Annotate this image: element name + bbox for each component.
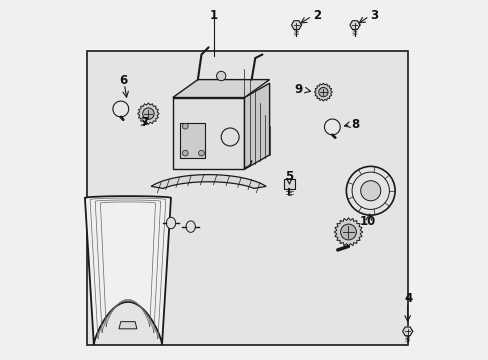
Polygon shape (314, 83, 332, 101)
Polygon shape (333, 218, 362, 246)
Text: 7: 7 (140, 116, 148, 129)
Circle shape (198, 150, 204, 156)
Circle shape (340, 224, 356, 240)
Text: 9: 9 (294, 83, 302, 96)
Circle shape (142, 108, 154, 120)
Polygon shape (172, 98, 244, 169)
Bar (180, 123, 204, 158)
Text: 3: 3 (369, 9, 377, 22)
Text: 1: 1 (209, 9, 218, 22)
Circle shape (360, 181, 380, 201)
Bar (86, 51, 407, 345)
Polygon shape (244, 83, 269, 169)
Polygon shape (85, 196, 171, 345)
Polygon shape (119, 321, 137, 329)
Polygon shape (349, 21, 359, 30)
Polygon shape (166, 217, 175, 229)
Polygon shape (402, 327, 412, 336)
Polygon shape (151, 175, 265, 188)
Polygon shape (186, 221, 195, 232)
Polygon shape (172, 80, 269, 98)
Text: 5: 5 (285, 170, 292, 183)
Circle shape (182, 150, 188, 156)
Circle shape (318, 87, 327, 97)
Polygon shape (137, 103, 159, 125)
Text: 4: 4 (404, 292, 412, 305)
Text: 8: 8 (351, 118, 359, 131)
Polygon shape (113, 101, 128, 117)
Polygon shape (291, 21, 301, 30)
Bar (284, 179, 294, 189)
Text: 10: 10 (359, 215, 376, 228)
Circle shape (216, 71, 225, 81)
Circle shape (182, 123, 188, 129)
Text: 6: 6 (119, 74, 127, 87)
Text: 2: 2 (312, 9, 320, 22)
Polygon shape (324, 119, 340, 135)
